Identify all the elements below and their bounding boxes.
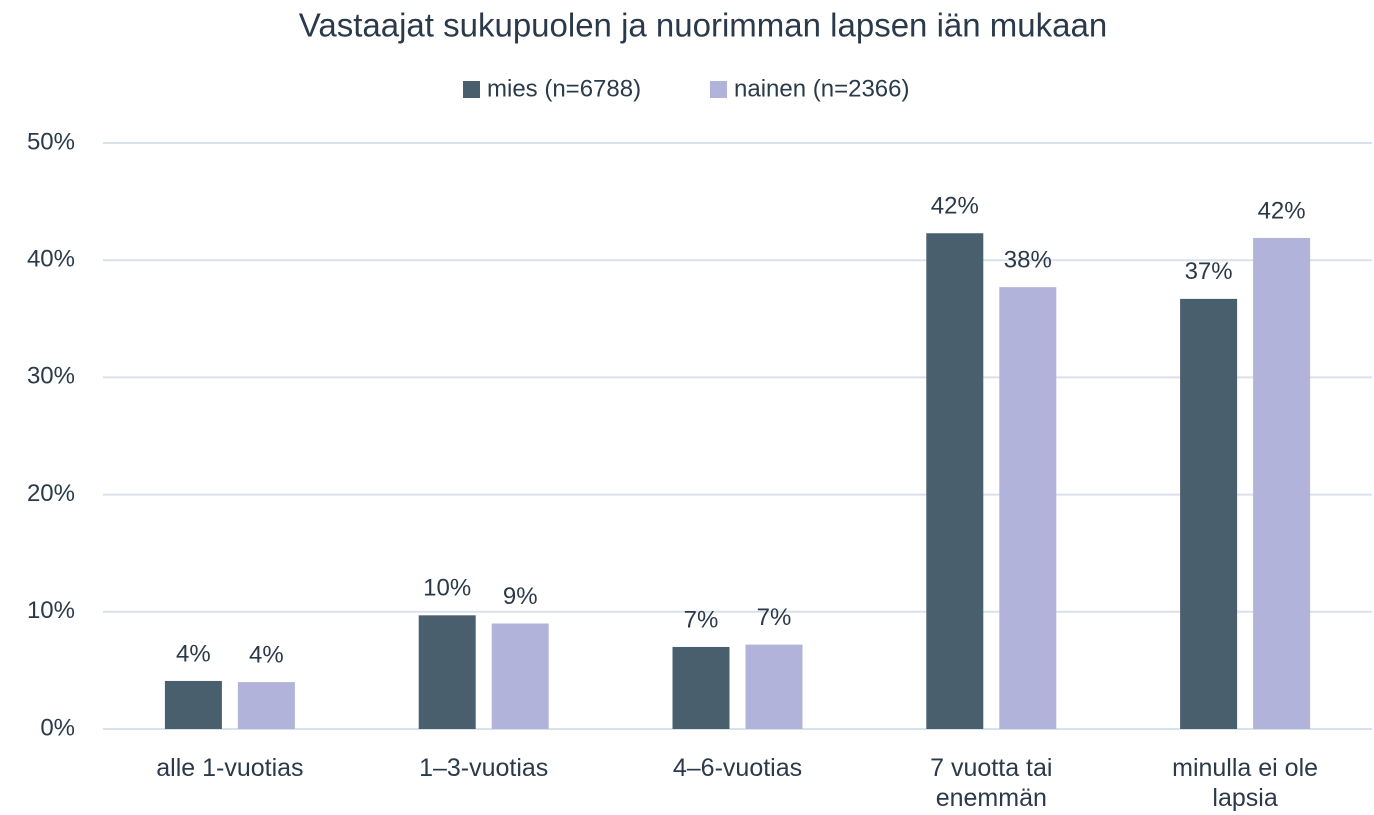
value-label: 4% — [176, 640, 211, 667]
value-label: 42% — [931, 193, 979, 220]
x-tick-label: alle 1-vuotias — [156, 754, 304, 782]
bar — [164, 680, 222, 729]
bar — [491, 623, 549, 729]
y-tick-label: 10% — [27, 597, 75, 624]
x-tick-label: 7 vuotta tai enemmän — [930, 754, 1053, 812]
value-label: 7% — [757, 604, 792, 631]
legend-label: mies (n=6788) — [487, 75, 641, 102]
bar — [1180, 298, 1238, 729]
value-label: 42% — [1258, 197, 1306, 224]
legend-swatch — [710, 81, 727, 98]
legend-label: nainen (n=2366) — [734, 75, 909, 102]
bar — [999, 287, 1057, 729]
x-tick-label: minulla ei ole lapsia — [1172, 754, 1319, 812]
value-label: 4% — [249, 641, 284, 668]
value-label: 9% — [503, 583, 538, 610]
value-label: 10% — [423, 575, 471, 602]
y-tick-label: 20% — [27, 480, 75, 507]
y-tick-label: 50% — [27, 128, 75, 155]
value-label: 37% — [1185, 258, 1233, 285]
y-tick-label: 0% — [40, 714, 75, 741]
bar — [1253, 237, 1311, 729]
bar — [926, 233, 984, 729]
x-tick-label: 4–6-vuotias — [672, 754, 803, 782]
y-tick-label: 40% — [27, 246, 75, 273]
value-label: 7% — [684, 606, 719, 633]
y-tick-label: 30% — [27, 363, 75, 390]
value-label: 38% — [1004, 246, 1052, 273]
bar — [672, 646, 730, 729]
x-tick-label: 1–3-vuotias — [419, 754, 549, 782]
bar — [745, 644, 803, 729]
legend-swatch — [463, 81, 480, 98]
bar — [237, 682, 295, 729]
bar — [418, 615, 476, 729]
chart-title: Vastaajat sukupuolen ja nuorimman lapsen… — [299, 7, 1107, 44]
